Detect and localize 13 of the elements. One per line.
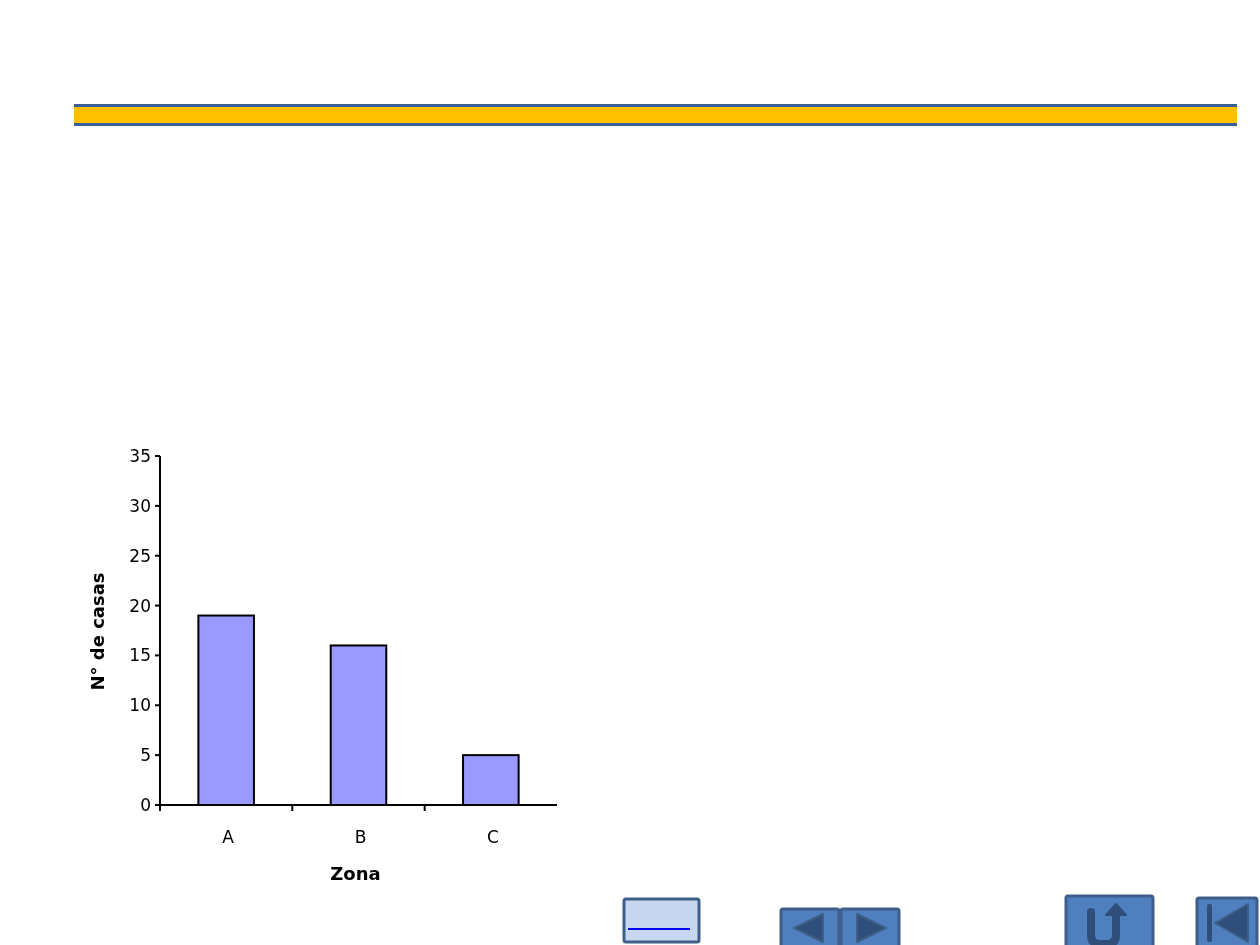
x-axis-title: Zona [330, 863, 381, 885]
x-tick-label: B [354, 826, 367, 847]
y-tick-label: 20 [129, 595, 151, 616]
x-tick-label: A [222, 826, 235, 847]
y-axis-title: N° de casas [87, 572, 109, 691]
x-tick-label: C [486, 826, 499, 847]
y-tick-label: 10 [129, 695, 151, 716]
y-tick-label: 30 [129, 495, 151, 516]
y-tick-label: 0 [140, 794, 151, 815]
y-tick-label: 35 [129, 445, 151, 466]
y-tick-label: 15 [129, 645, 151, 666]
y-tick-label: 5 [140, 745, 151, 766]
y-tick-label: 25 [129, 545, 151, 566]
